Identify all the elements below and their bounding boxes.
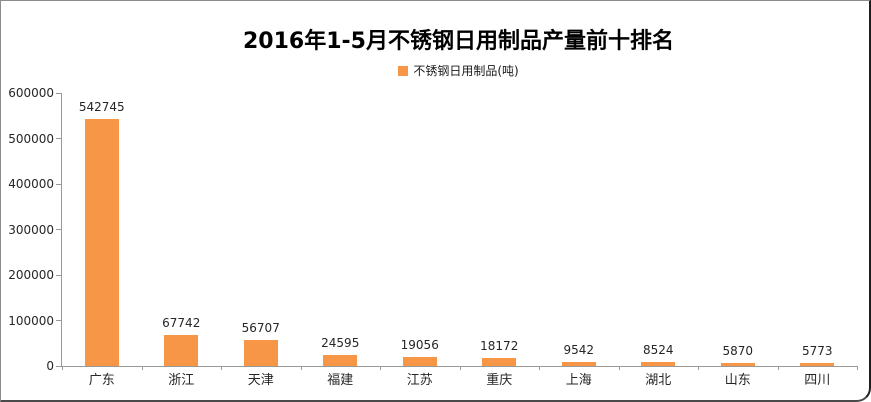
y-axis-tick bbox=[56, 365, 61, 367]
category-label: 湖北 bbox=[645, 373, 672, 388]
y-axis-tick bbox=[56, 320, 61, 321]
chart-title: 2016年1-5月不锈钢日用制品产量前十排名 bbox=[243, 29, 674, 54]
y-axis-tick bbox=[56, 229, 61, 230]
y-axis-tick bbox=[56, 183, 61, 185]
bar-value-label: 542745 bbox=[78, 100, 125, 115]
category-label: 江苏 bbox=[406, 373, 433, 388]
bar bbox=[323, 354, 358, 366]
category-label: 四川 bbox=[804, 373, 831, 388]
plot-area: 0 100000 200000 300000 400000 500000 600000 542… bbox=[8, 86, 858, 388]
legend-swatch-icon bbox=[398, 66, 409, 76]
bar-value-label: 18172 bbox=[480, 338, 519, 353]
y-axis-tick bbox=[56, 92, 61, 94]
bar bbox=[641, 362, 676, 366]
bar bbox=[561, 361, 596, 366]
x-axis-tick bbox=[698, 366, 699, 370]
legend-label: 不锈钢日用制品(吨) bbox=[413, 64, 519, 78]
y-axis-tick bbox=[56, 274, 61, 276]
y-axis-tick bbox=[56, 138, 61, 139]
y-axis-tick-label: 100000 bbox=[8, 313, 54, 328]
bar bbox=[720, 363, 755, 366]
category-label: 天津 bbox=[247, 373, 274, 388]
legend: 不锈钢日用制品(吨) bbox=[61, 62, 856, 79]
category-label: 福建 bbox=[327, 373, 354, 388]
y-axis-tick-label: 0 bbox=[46, 359, 54, 373]
x-axis-tick bbox=[459, 366, 461, 370]
x-axis-tick bbox=[221, 366, 222, 370]
category-label: 重庆 bbox=[486, 373, 513, 388]
x-axis-tick bbox=[380, 366, 381, 370]
y-axis-tick-label: 500000 bbox=[8, 131, 54, 146]
category-label: 广东 bbox=[88, 373, 115, 388]
bar-value-label: 9542 bbox=[563, 342, 595, 357]
y-axis-tick-label: 600000 bbox=[8, 86, 54, 100]
bar-value-label: 19056 bbox=[400, 338, 439, 353]
y-axis-tick-label: 300000 bbox=[8, 222, 54, 237]
x-axis-tick bbox=[300, 366, 302, 370]
bar bbox=[84, 119, 119, 366]
category-label: 山东 bbox=[724, 373, 751, 388]
x-axis-tick bbox=[539, 366, 540, 370]
bar-value-label: 5773 bbox=[801, 344, 833, 359]
y-axis-tick-label: 400000 bbox=[8, 177, 54, 191]
bar-value-label: 8524 bbox=[642, 343, 674, 358]
bar-value-label: 5870 bbox=[722, 344, 754, 359]
bar bbox=[800, 363, 835, 366]
x-axis-tick bbox=[618, 366, 620, 370]
category-label: 上海 bbox=[565, 373, 592, 388]
x-axis-tick bbox=[857, 366, 858, 370]
bar-value-label: 67742 bbox=[162, 316, 201, 331]
bar-value-label: 24595 bbox=[321, 335, 360, 350]
bar bbox=[164, 335, 199, 366]
bar bbox=[243, 340, 278, 366]
bar bbox=[402, 357, 437, 366]
x-axis-tick bbox=[62, 366, 63, 370]
x-axis-tick bbox=[777, 366, 779, 370]
bar bbox=[482, 357, 517, 366]
x-axis-tick bbox=[141, 366, 143, 370]
category-label: 浙江 bbox=[168, 373, 195, 388]
bar-value-label: 56707 bbox=[241, 321, 280, 336]
y-axis-tick-label: 200000 bbox=[8, 268, 54, 282]
